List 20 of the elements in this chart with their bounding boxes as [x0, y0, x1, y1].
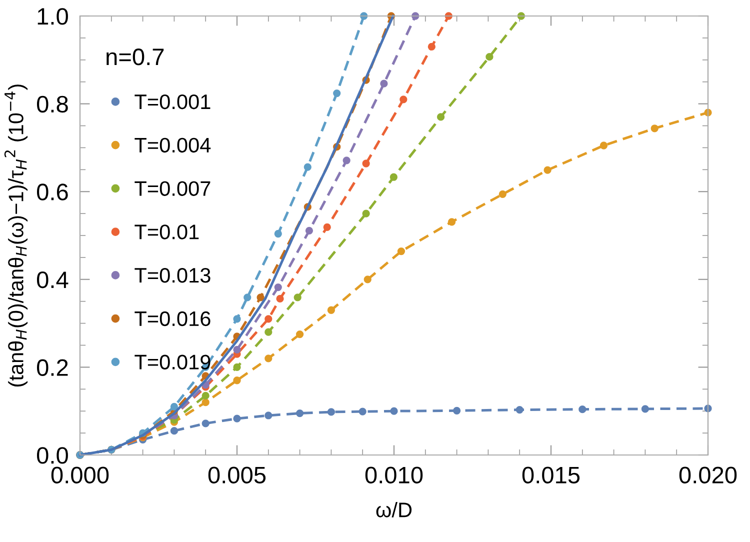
x-tick-label: 0.000 — [51, 466, 109, 484]
y-tick-label: 0.0 — [36, 447, 68, 464]
text: (tanθ$_{H}$(0)/tanθ$_{H}$(ω)−1)/τ$_{H}$$^{2}$ (10$^{−4}$) — [4, 84, 28, 386]
x-tick-label: 0.015 — [522, 466, 580, 484]
x-tick-label: 0.005 — [208, 466, 266, 484]
legend-label: T=0.007 — [134, 181, 210, 196]
y-tick-label: 0.6 — [36, 184, 68, 200]
x-axis-title: ω/D — [376, 502, 412, 518]
y-tick-label: 0.8 — [36, 96, 68, 113]
y-tick-label: 1.0 — [38, 8, 68, 25]
legend-label: T=0.016 — [134, 311, 210, 326]
x-tick-label: 0.010 — [365, 466, 423, 484]
y-tick-label: 0.4 — [36, 271, 68, 288]
y-tick-label: 0.2 — [36, 359, 68, 376]
legend-title: n=0.7 — [106, 48, 164, 66]
legend-label: T=0.01 — [134, 224, 199, 240]
x-tick-label: 0.020 — [679, 466, 737, 484]
legend-label: T=0.001 — [134, 94, 210, 110]
legend-label: T=0.004 — [134, 138, 211, 153]
legend-label: T=0.013 — [134, 268, 210, 283]
